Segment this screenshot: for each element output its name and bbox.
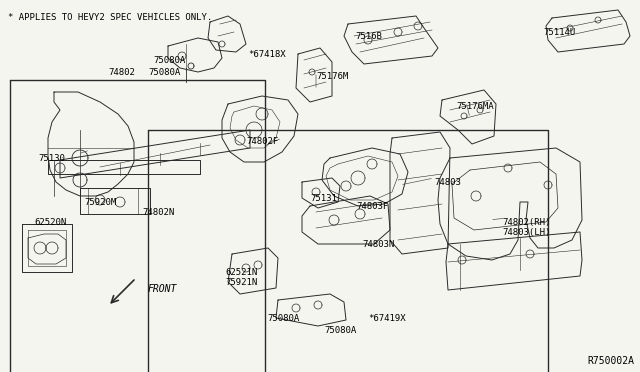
Text: 75176MA: 75176MA: [456, 102, 493, 111]
Text: 75921N: 75921N: [226, 278, 258, 287]
Text: 62520N: 62520N: [34, 218, 67, 227]
Text: 7516B: 7516B: [355, 32, 382, 41]
Text: FRONT: FRONT: [148, 284, 177, 294]
Text: R750002A: R750002A: [587, 356, 634, 366]
Text: 74802F: 74802F: [246, 137, 278, 146]
Text: 75080A: 75080A: [324, 326, 356, 335]
Text: 75080A: 75080A: [148, 68, 180, 77]
Text: 75080A: 75080A: [268, 314, 300, 323]
Text: 75080A: 75080A: [154, 56, 186, 65]
Text: 74803(LH): 74803(LH): [502, 228, 550, 237]
Text: * APPLIES TO HEVY2 SPEC VEHICLES ONLY.: * APPLIES TO HEVY2 SPEC VEHICLES ONLY.: [8, 13, 212, 22]
Text: *67418X: *67418X: [248, 50, 285, 59]
Text: *67419X: *67419X: [368, 314, 406, 323]
Text: 75130: 75130: [38, 154, 65, 163]
Text: 75920M: 75920M: [84, 198, 116, 207]
Text: 75176M: 75176M: [316, 72, 348, 81]
Text: 75114U: 75114U: [543, 28, 575, 37]
Text: 74803F: 74803F: [356, 202, 388, 211]
Text: 74803: 74803: [434, 178, 461, 187]
Text: 74802(RH): 74802(RH): [502, 218, 550, 227]
Text: 75131: 75131: [310, 194, 337, 203]
Text: 74802N: 74802N: [142, 208, 174, 217]
Text: 74802: 74802: [108, 68, 135, 77]
Text: 74803N: 74803N: [362, 240, 394, 249]
Text: 62521N: 62521N: [226, 268, 258, 277]
